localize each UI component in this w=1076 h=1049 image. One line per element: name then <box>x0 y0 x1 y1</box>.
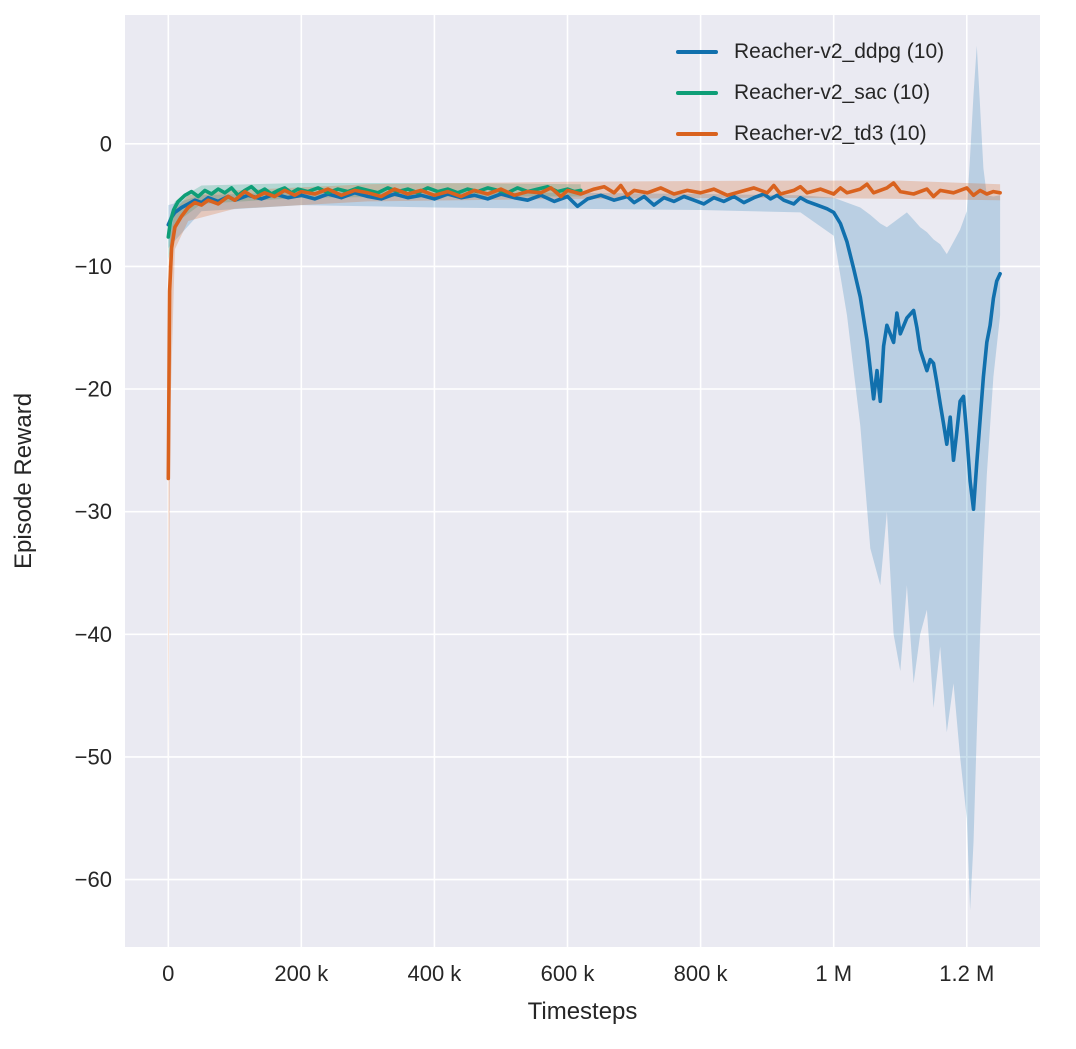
y-tick-label: 0 <box>100 131 112 156</box>
y-tick-label: −10 <box>75 254 112 279</box>
legend-line-swatch <box>676 91 718 95</box>
y-tick-label: −30 <box>75 499 112 524</box>
x-tick-label: 1 M <box>815 961 852 986</box>
y-tick-label: −50 <box>75 744 112 769</box>
legend-item-td3: Reacher-v2_td3 (10) <box>676 118 944 150</box>
legend-item-label: Reacher-v2_td3 (10) <box>734 122 927 145</box>
x-tick-label: 200 k <box>274 961 329 986</box>
legend-item-label: Reacher-v2_ddpg (10) <box>734 40 945 63</box>
y-axis-label: Episode Reward <box>10 392 37 570</box>
legend-line-swatch <box>676 132 718 136</box>
x-axis-label: Timesteps <box>527 998 638 1025</box>
legend-item-label: Reacher-v2_sac (10) <box>734 81 931 104</box>
legend-line-swatch <box>676 50 718 54</box>
legend-item-ddpg: Reacher-v2_ddpg (10) <box>676 36 944 68</box>
legend-item-sac: Reacher-v2_sac (10) <box>676 77 944 109</box>
x-tick-label: 800 k <box>674 961 729 986</box>
x-tick-label: 1.2 M <box>939 961 994 986</box>
x-tick-label: 600 k <box>541 961 596 986</box>
legend: Reacher-v2_ddpg (10) Reacher-v2_sac (10)… <box>676 36 944 150</box>
y-tick-label: −40 <box>75 622 112 647</box>
y-tick-label: −20 <box>75 377 112 402</box>
x-tick-label: 0 <box>162 961 174 986</box>
x-tick-label: 400 k <box>407 961 462 986</box>
y-tick-label: −60 <box>75 867 112 892</box>
